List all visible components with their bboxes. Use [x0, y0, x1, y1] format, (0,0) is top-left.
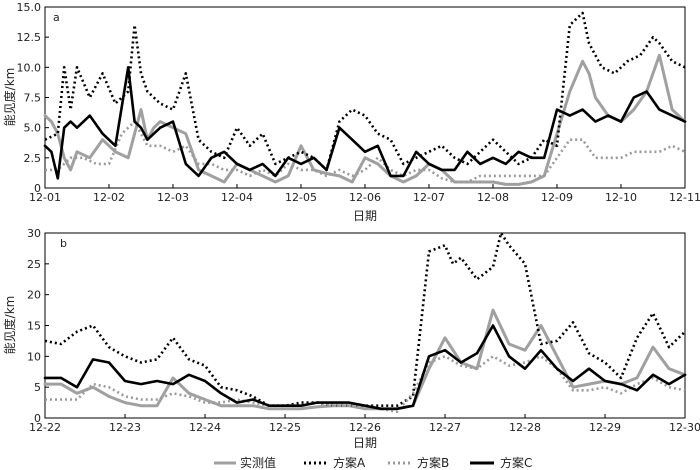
panel-a-y-tick-label: 0 [34, 182, 41, 195]
legend-label: 实测值 [240, 455, 276, 470]
panel-b-label: b [60, 237, 67, 250]
panel-a-x-tick-label: 12-01 [29, 191, 61, 204]
panel-b-x-tick-label: 12-24 [189, 421, 221, 434]
panel-b-x-tick-label: 12-25 [269, 421, 301, 434]
panel-b-series-observed [43, 308, 687, 411]
legend-item: 方案B [388, 455, 449, 470]
panel-b-x-tick-label: 12-26 [349, 421, 381, 434]
panel-b-series [43, 231, 687, 414]
panel-a-x-tick-label: 12-03 [157, 191, 189, 204]
legend-label: 方案A [333, 455, 366, 470]
panel-b-plot-frame [44, 232, 686, 419]
panel-b-series-scheme-a [44, 231, 686, 408]
panel-b-x-tick-label: 12-22 [29, 421, 61, 434]
panel-b-chart: b 日期 能见度/km 12-22 12-23 12-24 12-25 12-26 12-… [2, 227, 700, 450]
panel-b-series-scheme-b [45, 354, 686, 414]
panel-b-y-tick-label: 15 [27, 320, 41, 333]
panel-b-x-axis-label: 日期 [353, 436, 377, 450]
panel-a-series-scheme-a [44, 11, 686, 172]
panel-a-x-tick-label: 12-04 [221, 191, 253, 204]
panel-b-y-tick-label: 20 [27, 289, 41, 302]
panel-a-series-scheme-c [43, 66, 687, 180]
legend-label: 方案B [417, 455, 449, 470]
panel-a-y-axis-label: 能见度/km [2, 68, 17, 127]
panel-b-ticks: 12-22 12-23 12-24 12-25 12-26 12-27 12-28 12-29… [27, 227, 700, 434]
panel-a-x-tick-label: 12-08 [477, 191, 509, 204]
panel-a-ticks: 12-01 12-02 12-03 12-04 12-05 12-06 12-07 12-08… [17, 1, 700, 204]
panel-a-y-tick-label: 12.5 [17, 31, 42, 44]
panel-a-series [43, 11, 687, 186]
panel-a-x-tick-label: 12-05 [285, 191, 317, 204]
panel-b-y-tick-label: 25 [27, 258, 41, 271]
panel-b-y-tick-label: 30 [27, 227, 41, 240]
panel-a-x-tick-label: 12-06 [349, 191, 381, 204]
legend-item: 方案C [470, 455, 532, 470]
panel-b-y-axis-label: 能见度/km [2, 296, 17, 355]
panel-b-y-tick-label: 10 [27, 350, 41, 363]
panel-a-x-tick-label: 12-11 [669, 191, 700, 204]
panel-b-x-tick-label: 12-28 [509, 421, 541, 434]
panel-a-chart: a 日期 能见度/km 12-01 12-02 12-03 12-04 12-05 12-… [2, 1, 700, 223]
panel-b-y-tick-label: 0 [34, 412, 41, 425]
panel-a-x-tick-label: 12-10 [605, 191, 637, 204]
legend: 实测值 方案A 方案B 方案C [214, 455, 532, 470]
legend-item: 实测值 [214, 455, 276, 470]
panel-a-y-tick-label: 2.5 [24, 152, 42, 165]
panel-b-series-scheme-c [43, 324, 687, 411]
panel-a-x-axis-label: 日期 [353, 209, 377, 223]
panel-a-label: a [53, 11, 60, 24]
panel-b-y-tick-label: 5 [34, 381, 41, 394]
panel-a-y-tick-label: 15.0 [17, 1, 42, 14]
legend-label: 方案C [500, 455, 532, 470]
panel-b-x-tick-label: 12-29 [589, 421, 621, 434]
panel-b-x-tick-label: 12-27 [429, 421, 461, 434]
panel-b-x-tick-label: 12-30 [669, 421, 700, 434]
panel-a-series-observed [43, 53, 687, 186]
panel-a-y-tick-label: 5.0 [24, 122, 42, 135]
panel-a-x-tick-label: 12-07 [413, 191, 445, 204]
panel-a-y-tick-label: 10.0 [17, 61, 42, 74]
panel-a-x-tick-label: 12-09 [541, 191, 573, 204]
panel-b-x-tick-label: 12-23 [109, 421, 141, 434]
panel-a-y-tick-label: 7.5 [24, 92, 42, 105]
legend-item: 方案A [304, 455, 366, 470]
panel-a-x-tick-label: 12-02 [93, 191, 125, 204]
